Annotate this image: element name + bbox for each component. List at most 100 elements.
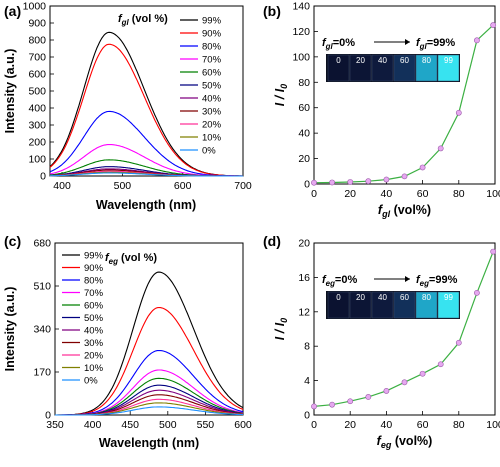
panel-c-label: (c) (4, 233, 21, 249)
ratio-point (365, 178, 372, 185)
vial-20 (349, 291, 372, 319)
vial-label: 20 (356, 293, 365, 302)
inset-to-label: feg=99% (416, 274, 458, 288)
y-tick-label: 60 (298, 102, 310, 114)
panel-c-legend: feg (vol %)99%90% 80%70% 60%50% 40%30% 20%10… (62, 251, 157, 387)
legend-label: 0% (202, 146, 216, 157)
y-tick-label: 170 (33, 367, 51, 379)
x-tick-label: 400 (84, 419, 102, 431)
x-tick-label: 550 (197, 419, 215, 431)
legend-label: 10% (84, 363, 104, 374)
ratio-point (329, 401, 335, 408)
legend-label: 60% (202, 68, 222, 79)
ratio-point (419, 164, 426, 171)
legend-label: 70% (202, 55, 222, 66)
x-tick-label: 600 (174, 180, 192, 192)
y-tick-label: 200 (28, 137, 46, 149)
legend-label: 20% (202, 120, 222, 131)
x-tick-label: 600 (234, 419, 252, 431)
ratio-point (383, 388, 390, 394)
legend-label: 90% (84, 263, 104, 274)
legend-label: 70% (84, 288, 104, 299)
panel-a-ylabel: Intensity (a.u.) (3, 49, 17, 134)
vial-80 (415, 291, 438, 319)
arrow-head-icon (405, 276, 410, 282)
vial-label: 60 (400, 56, 409, 65)
ratio-point (311, 403, 317, 410)
x-tick-label: 700 (234, 180, 252, 192)
ratio-point (419, 370, 426, 377)
y-tick-label: 700 (28, 52, 46, 64)
ratio-point (311, 179, 317, 186)
y-tick-label: 510 (33, 281, 51, 293)
x-tick-label: 450 (121, 419, 139, 431)
panel-a: (a) 400 500 600 700 0 100 200 300 400 500 600 700 80… (3, 1, 252, 213)
panel-d-label: (d) (263, 233, 281, 249)
y-tick-label: 4 (304, 375, 310, 387)
panel-c-curves (55, 271, 244, 416)
y-tick-label: 20 (298, 153, 310, 165)
legend-label: 90% (202, 29, 222, 40)
vial-label: 20 (356, 56, 365, 65)
y-tick-label: 400 (28, 103, 46, 115)
x-tick-label: 400 (53, 180, 71, 192)
y-tick-label: 140 (292, 1, 310, 13)
y-tick-label: 120 (292, 26, 310, 38)
ratio-point (437, 145, 444, 152)
ratio-point (473, 289, 480, 296)
panel-b: (b) 0 20 40 60 80 100 0 20 40 60 80 100 120 140 fgl=0… (263, 1, 500, 220)
x-tick-label: 350 (46, 419, 64, 431)
y-tick-label: 300 (28, 120, 46, 132)
ratio-point (401, 173, 408, 180)
panel-c-xlabel: Wavelength (nm) (99, 436, 199, 450)
x-tick-label: 100 (486, 188, 500, 200)
x-tick-label: 40 (381, 419, 393, 431)
panel-a-legend: fgl (vol %) 99% 90% 80% 70% 60% 50% 40% 30% 20% 10… (118, 13, 222, 157)
d-xlabel-text: feg (vol%) (377, 434, 433, 450)
vial-99 (437, 54, 460, 82)
y-tick-label: 340 (33, 324, 51, 336)
y-tick-label: 12 (298, 306, 310, 318)
legend-label: 80% (84, 276, 104, 287)
panel-d: (d) 020406080100048121620 feg=0%feg=99%0… (263, 233, 500, 450)
panel-d-ticks: 0 20 40 60 80 100 0 4 8 12 16 20 (298, 238, 500, 432)
x-tick-label: 40 (381, 188, 393, 200)
x-tick-label: 0 (311, 188, 317, 200)
y-tick-label: 600 (28, 69, 46, 81)
panel-d-series (311, 248, 497, 410)
legend-label: 99% (84, 251, 104, 262)
ratio-point (490, 248, 497, 255)
panel-b-inset: fgl=0% fgl=99% 0 20 40 60 80 99 (322, 37, 460, 82)
x-tick-label: 80 (453, 188, 465, 200)
y-tick-label: 500 (28, 86, 46, 98)
panel-b-label: (b) (263, 3, 281, 19)
y-tick-label: 0 (304, 410, 310, 422)
y-tick-label: 40 (298, 128, 310, 140)
panel-a-label: (a) (4, 3, 21, 19)
vial-99 (437, 291, 460, 319)
panel-b-frame (313, 5, 496, 185)
y-tick-label: 100 (292, 51, 310, 63)
legend-label: 50% (202, 81, 222, 92)
panel-c-ticks: 350 400 450 500 550 600 0 170 340 510 680 (33, 238, 251, 432)
spectrum-line-0pct (50, 172, 243, 177)
panel-c-ylabel: Intensity (a.u.) (3, 287, 17, 372)
x-tick-label: 100 (486, 419, 500, 431)
spectrum-line-99pct (55, 271, 244, 416)
panel-a-xlabel: Wavelength (nm) (96, 198, 196, 212)
vial-label: 40 (378, 56, 387, 65)
ratio-point (347, 179, 354, 185)
legend-label: 60% (84, 301, 104, 312)
x-tick-label: 0 (311, 419, 317, 431)
ratio-point (329, 179, 335, 186)
vial-label: 80 (422, 56, 431, 65)
y-tick-label: 800 (28, 35, 46, 47)
arrow-head-icon (405, 39, 410, 45)
vial-80 (415, 54, 438, 82)
panel-d-xlabel: feg (vol%) (377, 434, 433, 450)
legend-label: 30% (84, 338, 104, 349)
panel-c: (c) 350 400 450 500 550 600 0 170 340 510 680 feg … (3, 233, 252, 450)
legend-label: 99% (202, 16, 222, 27)
panel-b-ylabel: I / I0 (273, 84, 289, 106)
legend-label: 10% (202, 133, 222, 144)
